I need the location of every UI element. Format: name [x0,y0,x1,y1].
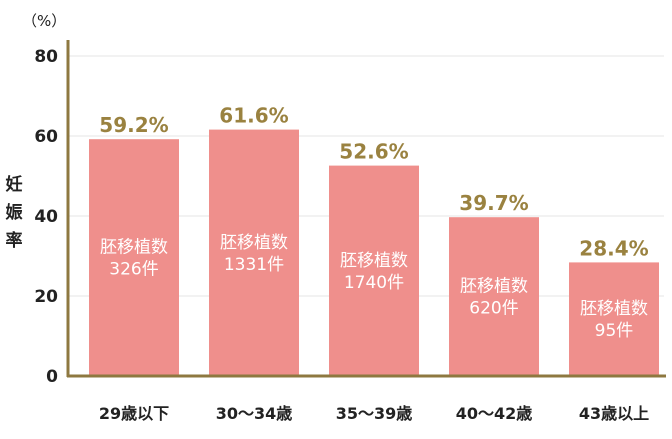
bar [569,262,659,376]
y-axis-label: 妊娠率 [6,174,24,251]
bar-inner-label: 胚移植数 [460,277,528,297]
bar-inner-label: 胚移植数 [100,238,168,258]
bar-inner-label: 胚移植数 [580,299,648,319]
bar [89,139,179,376]
y-tick-label: 80 [34,47,58,67]
bar-inner-label: 620件 [469,299,518,319]
bar-inner-label: 胚移植数 [220,233,288,253]
y-tick-label: 40 [34,207,58,227]
bar-inner-label: 95件 [595,321,634,341]
axes [66,40,666,378]
y-axis-ticks: 0 20 40 60 80 [34,47,58,387]
bar-inner-label: 326件 [109,260,158,280]
x-category-label: 43歳以上 [579,404,649,423]
bar-inner-label: 1740件 [344,273,404,293]
bar-value-label: 61.6% [219,104,288,128]
x-category-label: 30～34歳 [216,404,293,423]
x-axis-categories: 29歳以下 30～34歳 35～39歳 40～42歳 43歳以上 [99,404,649,423]
y-axis-label-char: 率 [6,230,23,251]
x-category-label: 40～42歳 [456,404,533,423]
bar-value-label: 52.6% [339,140,408,164]
y-tick-label: 60 [34,127,58,147]
bars: 59.2%胚移植数326件61.6%胚移植数1331件52.6%胚移植数1740… [89,104,659,376]
bar [329,165,419,376]
bar [209,129,299,376]
y-tick-label: 0 [46,367,58,387]
bar-value-label: 39.7% [459,191,528,215]
bar [449,217,539,376]
bar-inner-label: 1331件 [224,255,284,275]
bar-value-label: 28.4% [579,236,648,260]
x-category-label: 29歳以下 [99,404,169,423]
y-axis-label-char: 妊 [6,174,23,195]
x-category-label: 35～39歳 [336,404,413,423]
y-axis-unit: （%） [22,12,66,30]
y-axis-label-char: 娠 [6,202,24,223]
y-tick-label: 20 [34,287,58,307]
bar-value-label: 59.2% [99,113,168,137]
bar-inner-label: 胚移植数 [340,251,408,271]
